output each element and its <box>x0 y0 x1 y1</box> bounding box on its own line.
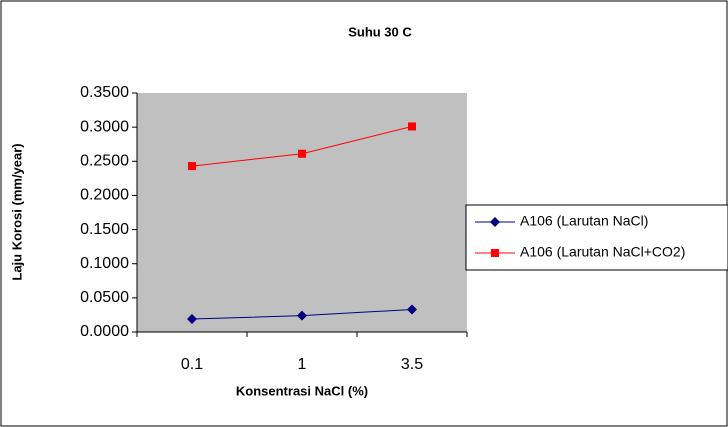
data-point <box>298 149 306 158</box>
y-tick-label: 0.0500 <box>80 289 129 306</box>
x-tick-label: 0.1 <box>181 356 203 373</box>
legend-label: A106 (Larutan NaCl+CO2) <box>520 244 685 260</box>
y-tick-label: 0.3000 <box>80 118 129 135</box>
y-tick-label: 0.1500 <box>80 221 129 238</box>
data-point <box>188 162 196 171</box>
data-point <box>408 122 416 131</box>
x-tick-label: 1 <box>298 356 307 373</box>
y-tick-label: 0.2000 <box>80 187 129 204</box>
x-axis-title: Konsentrasi NaCl (%) <box>236 383 368 398</box>
legend-box <box>465 204 728 271</box>
y-tick-label: 0.0000 <box>80 323 129 340</box>
chart-title: Suhu 30 C <box>348 24 412 39</box>
legend-marker <box>491 249 499 257</box>
x-tick-label: 3.5 <box>401 356 423 373</box>
legend-marker <box>490 217 500 227</box>
y-tick-label: 0.2500 <box>80 153 129 170</box>
legend-label: A106 (Larutan NaCl) <box>520 213 648 229</box>
y-axis-title: Laju Korosi (mm/year) <box>9 143 24 280</box>
plot-area <box>137 93 467 332</box>
y-tick-label: 0.1000 <box>80 255 129 272</box>
y-tick-label: 0.3500 <box>80 84 129 101</box>
data-point <box>297 310 307 321</box>
data-point <box>407 304 417 315</box>
data-point <box>187 314 197 325</box>
